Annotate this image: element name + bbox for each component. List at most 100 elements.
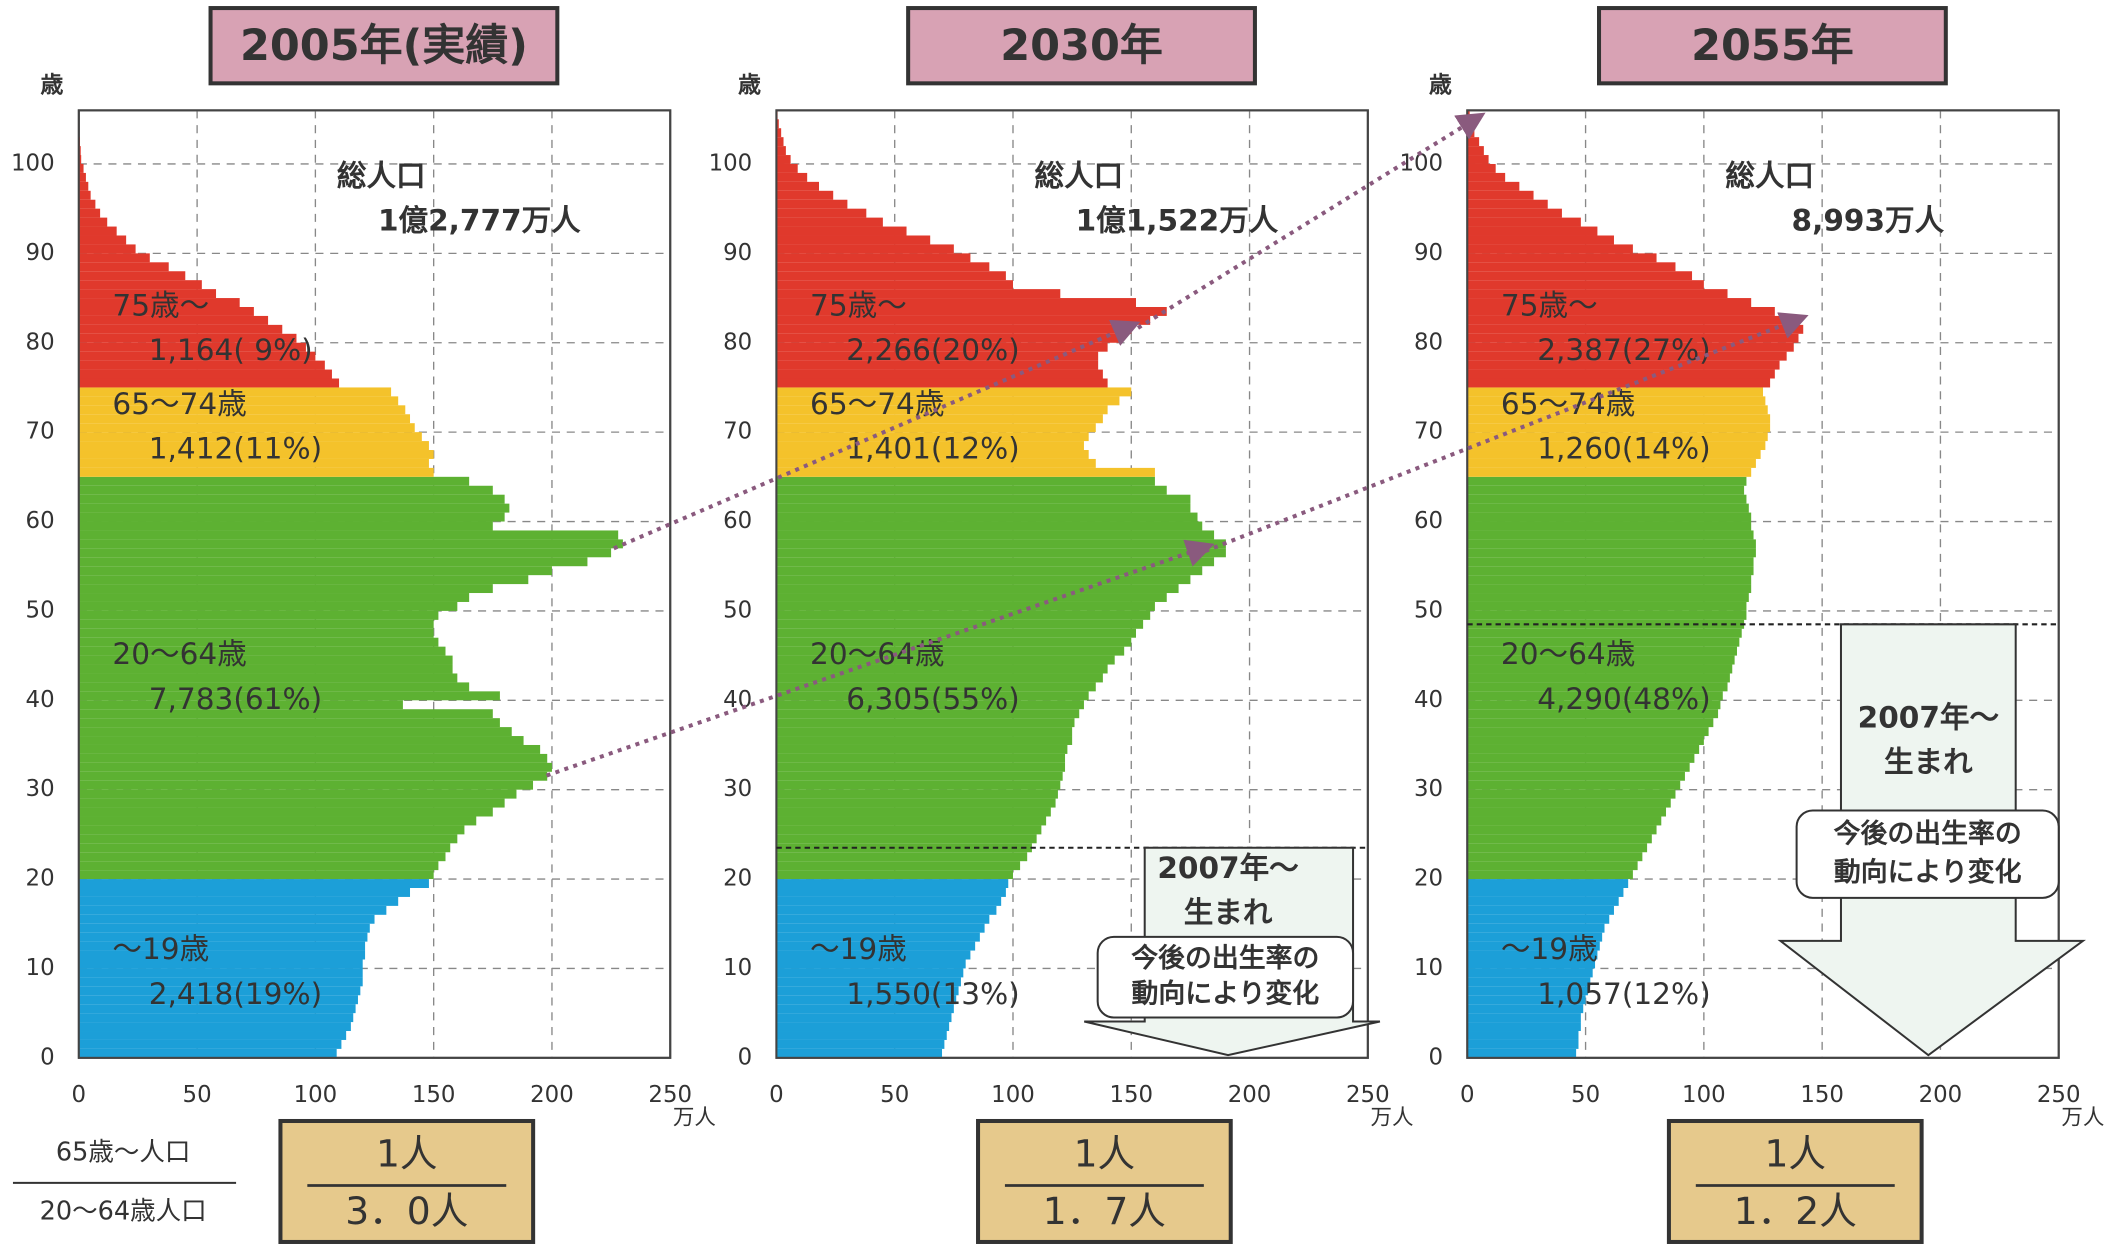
y-tick-label: 100 (11, 150, 55, 176)
band-name: 〜19歳 (1501, 932, 1598, 966)
bar (1467, 1039, 1579, 1049)
bar (776, 253, 971, 263)
note-box (1795, 809, 2060, 899)
bar (776, 432, 1089, 442)
y-tick-label: 70 (723, 419, 752, 445)
bar (1467, 887, 1624, 897)
bar (1467, 1048, 1577, 1058)
note-box (1096, 935, 1355, 1019)
bar (776, 923, 985, 933)
x-tick-label: 50 (183, 1082, 212, 1108)
bar (776, 825, 1042, 835)
bar (1467, 181, 1520, 191)
title-box (906, 6, 1257, 86)
bar (776, 324, 1132, 334)
bar (776, 905, 997, 915)
bar (1467, 137, 1480, 147)
bar (1467, 414, 1771, 424)
bar (1467, 557, 1754, 567)
bar (776, 709, 1080, 719)
bar (78, 244, 136, 254)
plots: 0 50 100 150 200 250010203040506070809010075歳… (11, 6, 2104, 1244)
bar (78, 1031, 347, 1040)
bar (78, 190, 91, 200)
bar (1467, 1022, 1581, 1032)
bar (776, 190, 834, 200)
bar (776, 950, 971, 960)
bar (78, 494, 505, 504)
bar (78, 593, 470, 602)
bar (78, 530, 619, 540)
bar (1467, 494, 1747, 504)
y-tick-label: 40 (723, 687, 752, 713)
bar (776, 637, 1132, 647)
bar (1467, 852, 1643, 862)
bar (1467, 450, 1761, 459)
bar (776, 807, 1051, 817)
bar (1467, 396, 1766, 406)
bar (776, 870, 1013, 880)
bar (78, 503, 510, 513)
bar (78, 521, 493, 531)
bar (1467, 646, 1737, 656)
bar (1467, 593, 1749, 602)
bar (776, 137, 784, 147)
ratio-top: 1人 (376, 1131, 438, 1175)
y-tick-label: 90 (723, 240, 752, 266)
bar (1467, 816, 1662, 826)
x-tick-label: 0 (72, 1082, 87, 1108)
bar (1467, 870, 1633, 880)
title-box (1597, 6, 1948, 86)
bar (1467, 146, 1484, 156)
bar (776, 271, 1006, 281)
bar (776, 995, 957, 1005)
bar (78, 458, 429, 468)
bar (78, 289, 217, 299)
bar (78, 387, 392, 397)
bar (78, 807, 493, 817)
bar (1467, 566, 1754, 576)
bar (776, 968, 964, 978)
bar (1467, 199, 1548, 209)
bar (776, 986, 959, 996)
x-tick-label: 0 (1460, 1082, 1475, 1108)
bar (1467, 834, 1652, 844)
bar (776, 584, 1179, 594)
bar (776, 798, 1056, 808)
bar (78, 870, 434, 880)
y-tick-label: 20 (723, 866, 752, 892)
band-value: 4,290(48%) (1537, 682, 1710, 716)
bar (78, 333, 297, 343)
bar (78, 423, 415, 433)
bar (1467, 503, 1749, 513)
bar (78, 360, 325, 370)
ratio-box (278, 1118, 536, 1244)
bar (1467, 280, 1704, 290)
bar (776, 557, 1215, 567)
bar (776, 879, 1009, 888)
bar (78, 1048, 337, 1058)
bar (78, 637, 439, 647)
bar (1467, 333, 1799, 343)
bar (776, 494, 1191, 504)
x-tick-label: 200 (1228, 1082, 1272, 1108)
bar (78, 691, 500, 701)
bar (776, 450, 1089, 459)
bar (78, 271, 186, 281)
y-tick-label: 80 (723, 329, 752, 355)
bar (1467, 172, 1506, 182)
bar (1467, 637, 1740, 647)
bar (78, 959, 363, 969)
bar (776, 843, 1032, 853)
bar (776, 423, 1096, 433)
bar (1467, 351, 1787, 361)
bar (78, 262, 169, 272)
band-value: 2,266(20%) (846, 333, 1019, 367)
bar (1467, 521, 1752, 531)
x-axis-unit: 万人 (1371, 1105, 1414, 1130)
pyramid: 0 50 100 150 200 250 0 10 20 30 40 50 60 70 80 90 100 75歳… (11, 6, 716, 1244)
bar (78, 512, 505, 522)
total-value: 8,993万人 (1792, 203, 1945, 237)
bar (1467, 753, 1695, 763)
bar (1467, 163, 1496, 173)
